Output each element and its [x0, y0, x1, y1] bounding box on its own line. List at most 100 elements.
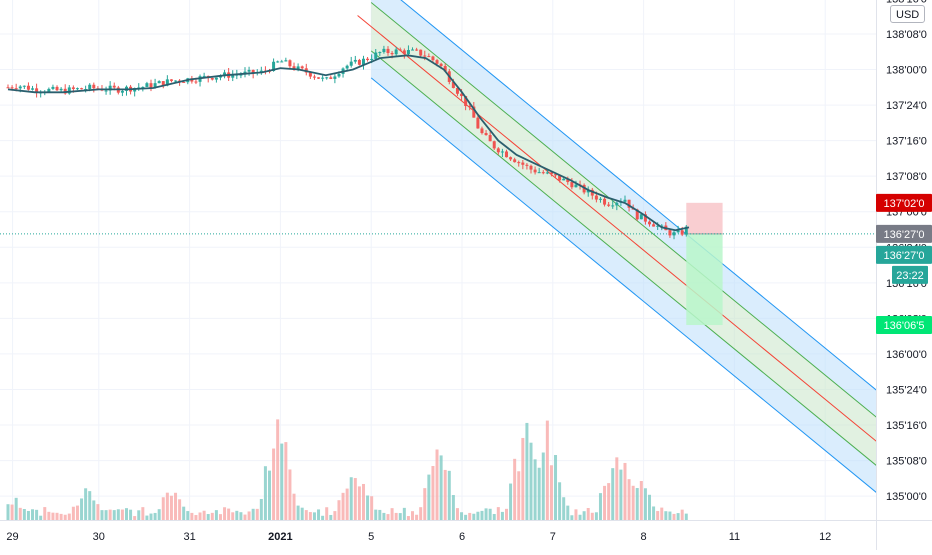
volume-bar — [406, 516, 410, 520]
candle-body — [427, 56, 431, 58]
candle-body — [35, 88, 39, 93]
volume-bar — [386, 514, 390, 520]
volume-bar — [75, 505, 79, 520]
volume-bar — [288, 469, 292, 520]
volume-bar — [149, 513, 153, 520]
price-tick-label: 137'08'0 — [886, 171, 927, 183]
candle-body — [496, 148, 500, 153]
volume-bar — [133, 516, 137, 520]
candle-body — [643, 214, 647, 222]
time-tick-label: 7 — [550, 531, 556, 543]
volume-bar — [145, 515, 149, 520]
candle-body — [247, 69, 251, 72]
volume-bar — [607, 483, 611, 520]
candle-body — [541, 172, 545, 174]
volume-bar — [656, 511, 660, 520]
volume-bar — [427, 474, 431, 520]
volume-bar — [116, 509, 120, 520]
volume-bar — [214, 510, 218, 520]
price-tick-label: 135'08'0 — [886, 456, 927, 468]
volume-bar — [268, 470, 272, 520]
candle-body — [284, 60, 288, 62]
volume-bar — [419, 507, 423, 520]
volume-bar — [541, 452, 545, 520]
candle-body — [451, 81, 455, 88]
volume-bar — [124, 508, 128, 520]
volume-bar — [578, 514, 582, 520]
candle-body — [161, 81, 165, 86]
volume-bar — [31, 509, 35, 520]
candle-body — [435, 60, 439, 64]
volume-bar — [411, 511, 415, 520]
candle-body — [529, 165, 533, 170]
candle-body — [464, 96, 468, 107]
volume-bar — [259, 498, 263, 520]
price-badge-price — [876, 224, 932, 243]
volume-bar — [431, 466, 435, 520]
volume-bar — [349, 477, 353, 520]
volume-bar — [586, 508, 590, 520]
price-tick-label: 138'08'0 — [886, 29, 927, 41]
trend-line — [357, 15, 876, 442]
candle-body — [22, 85, 26, 87]
price-tick-label: 138'00'0 — [886, 65, 927, 77]
volume-bar — [223, 507, 227, 520]
volume-bar — [263, 466, 267, 520]
volume-bar — [169, 495, 173, 520]
volume-bar — [664, 511, 668, 520]
currency-selector[interactable]: USD — [890, 5, 926, 23]
volume-bar — [492, 513, 496, 520]
volume-bar — [345, 488, 349, 520]
volume-bar — [165, 492, 169, 520]
volume-bar — [668, 511, 672, 520]
price-tick-label: 135'00'0 — [886, 491, 927, 503]
candle-body — [443, 65, 447, 72]
candle-body — [488, 135, 492, 142]
volume-bar — [357, 486, 361, 520]
volume-bar — [47, 511, 51, 520]
volume-bar — [202, 510, 206, 520]
volume-bar — [84, 488, 88, 520]
candle-body — [656, 225, 660, 227]
candle-body — [378, 52, 382, 54]
price-tick-label: 135'16'0 — [886, 420, 927, 432]
volume-bar — [648, 494, 652, 520]
volume-bar — [18, 507, 22, 520]
volume-bars — [6, 419, 688, 520]
time-tick-label: 12 — [819, 531, 831, 543]
volume-bar — [460, 512, 464, 520]
candle-body — [562, 178, 566, 181]
price-badge-label: 136'27'0 — [884, 229, 925, 241]
candle-body — [455, 87, 459, 94]
candle-body — [169, 79, 173, 81]
candle-body — [210, 78, 214, 80]
candle-body — [92, 84, 96, 89]
candle-body — [280, 61, 284, 63]
volume-bar — [206, 514, 210, 520]
volume-bar — [611, 468, 615, 520]
candle-body — [223, 72, 227, 77]
candle-body — [439, 63, 443, 66]
candle-body — [386, 48, 390, 54]
candle-body — [361, 58, 365, 65]
volume-bar — [615, 457, 619, 520]
candle-body — [218, 76, 222, 78]
candle-body — [321, 77, 325, 79]
volume-bar — [198, 512, 202, 520]
volume-bar — [26, 510, 30, 520]
candle-body — [672, 232, 676, 236]
volume-bar — [517, 471, 521, 520]
volume-bar — [504, 508, 508, 520]
candle-body — [504, 151, 508, 158]
volume-bar — [308, 512, 312, 520]
candle-body — [406, 50, 410, 55]
volume-bar — [570, 515, 574, 520]
volume-bar — [398, 513, 402, 520]
volume-bar — [104, 510, 108, 520]
candle-body — [554, 174, 558, 176]
channel-outer-band-lower — [371, 50, 876, 493]
volume-bar — [100, 510, 104, 520]
volume-bar — [80, 498, 84, 520]
